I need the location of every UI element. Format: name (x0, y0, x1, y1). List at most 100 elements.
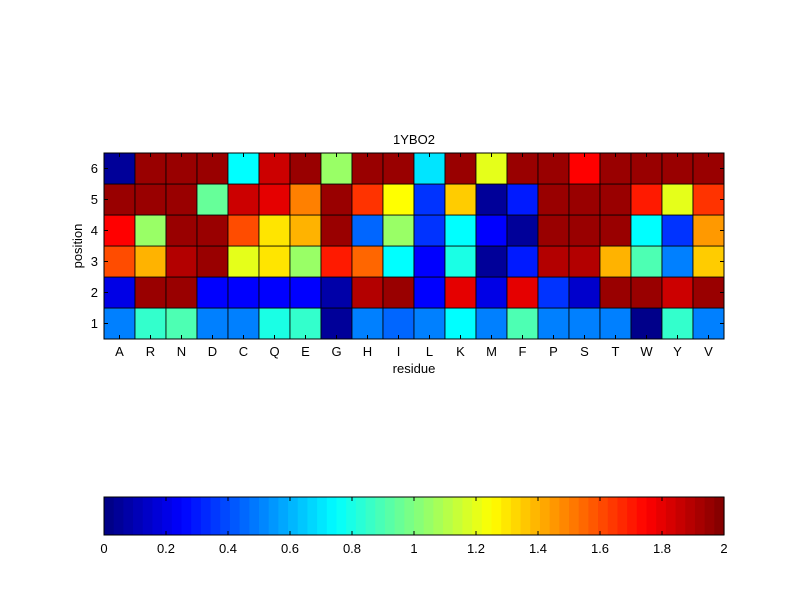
colorbar-step (317, 497, 328, 535)
heatmap-cell (289, 245, 322, 278)
heatmap-cell (506, 276, 539, 309)
heatmap-cell (103, 152, 136, 185)
colorbar-step (365, 497, 376, 535)
heatmap-cell (320, 307, 353, 340)
heatmap-cell (568, 152, 601, 185)
heatmap-cell (351, 183, 384, 216)
heatmap-cell (289, 307, 322, 340)
x-tick-label: S (580, 344, 589, 359)
heatmap-cell (351, 152, 384, 185)
x-tick-label: T (612, 344, 620, 359)
heatmap-cell (165, 245, 198, 278)
colorbar-tick-label: 2 (720, 541, 727, 556)
colorbar-step (694, 497, 706, 535)
colorbar-tick-label: 0.8 (343, 541, 361, 556)
colorbar-tick-label: 0 (100, 541, 107, 556)
colorbar-step (336, 497, 347, 535)
heatmap-cell (475, 307, 508, 340)
heatmap-cell (134, 245, 167, 278)
x-tick-label: F (519, 344, 527, 359)
heatmap-cell (599, 214, 632, 247)
x-tick-label: G (331, 344, 341, 359)
colorbar-step (384, 497, 396, 535)
heatmap-cell (227, 183, 260, 216)
heatmap-cell (258, 152, 291, 185)
colorbar-step (569, 497, 580, 535)
colorbar-step (142, 497, 154, 535)
chart-title: 1YBO2 (393, 132, 435, 147)
heatmap-cell (134, 183, 167, 216)
colorbar-tick-label: 1.4 (529, 541, 547, 556)
colorbar (104, 497, 725, 535)
colorbar-step (627, 497, 638, 535)
heatmap-cell (599, 245, 632, 278)
heatmap-cell (258, 183, 291, 216)
heatmap-cell (227, 276, 260, 309)
heatmap-cell (196, 307, 229, 340)
heatmap-cell (537, 152, 570, 185)
heatmap-cell (537, 214, 570, 247)
heatmap-cell (661, 214, 694, 247)
heatmap-cell (506, 307, 539, 340)
heatmap-cell (103, 245, 136, 278)
y-tick-label: 5 (91, 192, 98, 207)
heatmap-cell (258, 276, 291, 309)
colorbar-step (104, 497, 115, 535)
heatmap-cell (320, 152, 353, 185)
heatmap-cell (320, 245, 353, 278)
heatmap-cell (103, 183, 136, 216)
colorbar-step (472, 497, 483, 535)
colorbar-step (181, 497, 192, 535)
heatmap-cell (258, 214, 291, 247)
colorbar-step (229, 497, 241, 535)
heatmap-cell (320, 276, 353, 309)
heatmap-cell (227, 214, 260, 247)
heatmap-cell (289, 276, 322, 309)
heatmap-cell (661, 245, 694, 278)
y-tick-label: 1 (91, 316, 98, 331)
x-tick-label: P (549, 344, 558, 359)
heatmap-cell (568, 245, 601, 278)
y-tick-label: 2 (91, 285, 98, 300)
colorbar-step (607, 497, 619, 535)
heatmap-cell (444, 307, 477, 340)
heatmap-cell (630, 183, 663, 216)
colorbar-step (220, 497, 231, 535)
heatmap-cell (630, 245, 663, 278)
heatmap-cell (351, 307, 384, 340)
colorbar-step (443, 497, 454, 535)
colorbar-tick-label: 0.4 (219, 541, 237, 556)
heatmap-cell (661, 183, 694, 216)
colorbar-step (617, 497, 628, 535)
heatmap-cell (692, 307, 725, 340)
heatmap-cell (258, 307, 291, 340)
heatmap-cell (444, 214, 477, 247)
heatmap-cell (134, 152, 167, 185)
colorbar-step (171, 497, 183, 535)
heatmap-cell (506, 245, 539, 278)
heatmap-cell (692, 245, 725, 278)
heatmap-cell (506, 214, 539, 247)
colorbar-step (297, 497, 309, 535)
colorbar-tick-label: 1 (410, 541, 417, 556)
heatmap-cell (630, 276, 663, 309)
heatmap-cell (382, 245, 415, 278)
heatmap-cell (537, 307, 570, 340)
colorbar-step (481, 497, 493, 535)
heatmap-cell (568, 276, 601, 309)
heatmap-cell (692, 276, 725, 309)
heatmap-cell (692, 183, 725, 216)
x-tick-label: I (397, 344, 401, 359)
x-tick-label: R (146, 344, 155, 359)
heatmap-cell (630, 307, 663, 340)
heatmap-cell (444, 276, 477, 309)
heatmap-cell (165, 152, 198, 185)
heatmap-cell (413, 276, 446, 309)
heatmap-cell (692, 152, 725, 185)
colorbar-tick-label: 0.6 (281, 541, 299, 556)
y-tick-label: 4 (91, 223, 98, 238)
colorbar-step (326, 497, 338, 535)
colorbar-step (394, 497, 405, 535)
colorbar-step (307, 497, 318, 535)
